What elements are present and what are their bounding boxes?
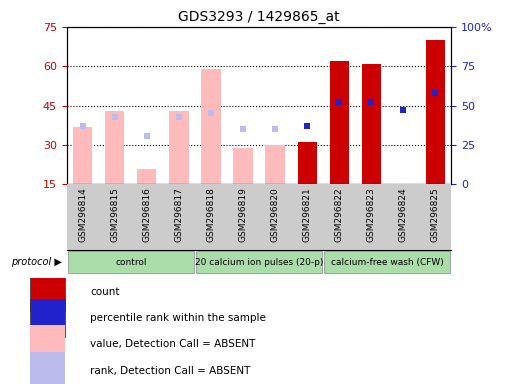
Bar	[233, 147, 252, 184]
Text: GSM296824: GSM296824	[399, 188, 408, 242]
Text: GSM296816: GSM296816	[142, 188, 151, 242]
Text: GSM296825: GSM296825	[431, 188, 440, 242]
Bar	[169, 111, 189, 184]
Text: control: control	[115, 258, 147, 266]
Text: protocol ▶: protocol ▶	[11, 257, 62, 267]
Text: 20 calcium ion pulses (20-p): 20 calcium ion pulses (20-p)	[195, 258, 323, 266]
Text: value, Detection Call = ABSENT: value, Detection Call = ABSENT	[90, 339, 255, 349]
Bar	[362, 64, 381, 184]
Bar	[105, 111, 124, 184]
Bar	[30, 352, 65, 384]
Bar	[67, 184, 451, 250]
Text: GSM296821: GSM296821	[303, 188, 312, 242]
Text: GSM296820: GSM296820	[270, 188, 280, 242]
Bar	[201, 69, 221, 184]
Bar	[329, 61, 349, 184]
Bar	[196, 251, 322, 273]
Bar	[30, 325, 65, 363]
Bar	[137, 169, 156, 184]
Title: GDS3293 / 1429865_at: GDS3293 / 1429865_at	[178, 10, 340, 25]
Bar	[426, 40, 445, 184]
Text: GSM296822: GSM296822	[334, 188, 344, 242]
Bar	[30, 299, 65, 337]
Text: GSM296814: GSM296814	[78, 188, 87, 242]
Bar	[68, 251, 194, 273]
Text: GSM296815: GSM296815	[110, 188, 120, 242]
Text: GSM296819: GSM296819	[239, 188, 248, 242]
Text: GSM296823: GSM296823	[367, 188, 376, 242]
Text: calcium-free wash (CFW): calcium-free wash (CFW)	[331, 258, 444, 266]
Text: rank, Detection Call = ABSENT: rank, Detection Call = ABSENT	[90, 366, 250, 376]
Bar	[324, 251, 450, 273]
Bar	[298, 142, 317, 184]
Text: GSM296818: GSM296818	[206, 188, 215, 242]
Bar	[73, 127, 92, 184]
Bar	[30, 273, 65, 311]
Text: percentile rank within the sample: percentile rank within the sample	[90, 313, 266, 323]
Text: GSM296817: GSM296817	[174, 188, 184, 242]
Bar	[265, 145, 285, 184]
Text: count: count	[90, 286, 120, 296]
